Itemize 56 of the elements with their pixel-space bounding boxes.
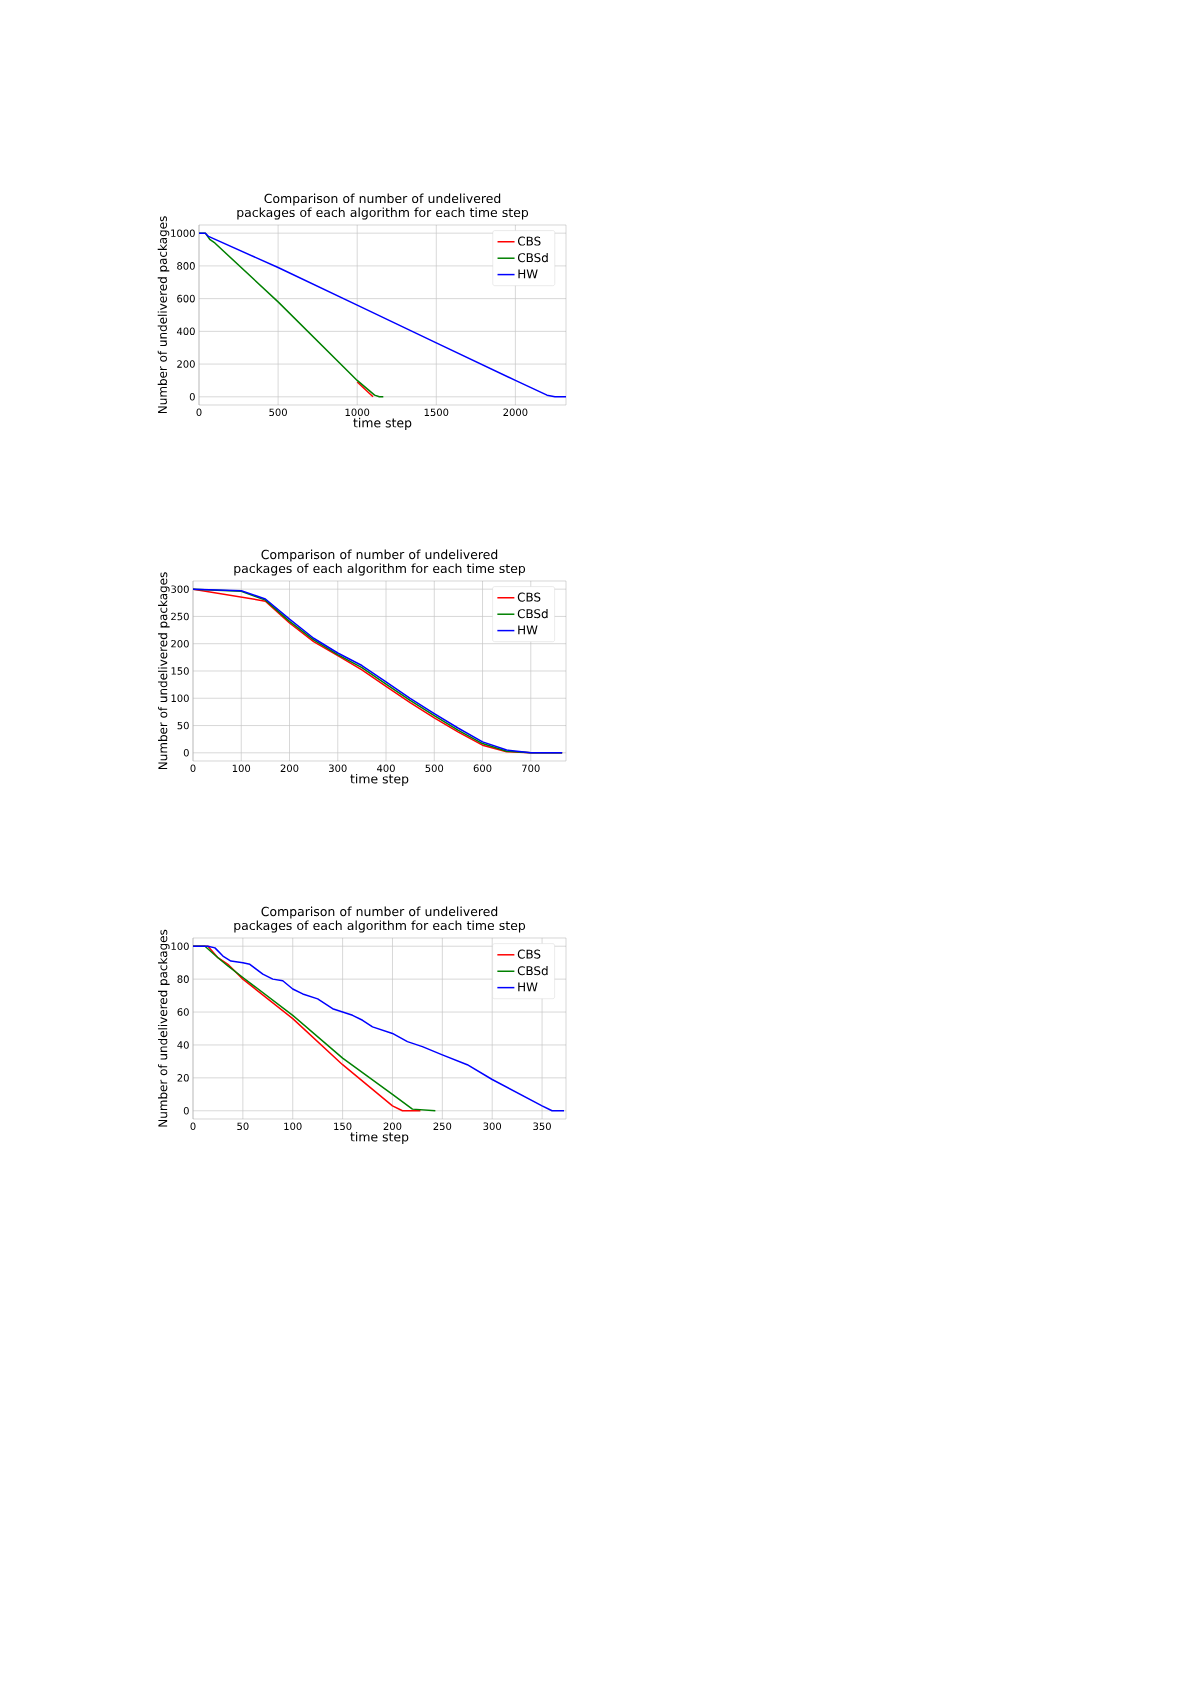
y-axis-title: Number of undelivered packages xyxy=(158,572,170,770)
x-tick-label: 700 xyxy=(522,764,540,773)
x-axis-title: time step xyxy=(350,1131,409,1144)
x-tick-label: 500 xyxy=(269,408,287,417)
x-tick-label: 500 xyxy=(425,764,444,773)
x-axis-title: time step xyxy=(350,773,409,786)
y-tick-label: 600 xyxy=(177,294,195,303)
x-axis-title: time step xyxy=(353,417,412,430)
x-tick-label: 300 xyxy=(483,1122,502,1131)
x-tick-label: 150 xyxy=(334,1122,352,1131)
y-tick-label: 200 xyxy=(177,360,195,368)
y-tick-label: 1000 xyxy=(171,229,195,237)
x-tick-label: 1000 xyxy=(345,408,370,417)
y-tick-label: 0 xyxy=(189,393,195,401)
legend-label: CBSd xyxy=(517,965,548,976)
x-tick-label: 0 xyxy=(196,408,202,417)
x-tick-label: 50 xyxy=(237,1122,249,1131)
x-tick-label: 400 xyxy=(377,764,395,773)
y-tick-label: 0 xyxy=(183,1106,189,1115)
y-tick-label: 60 xyxy=(177,1008,189,1016)
legend-label: CBSd xyxy=(517,252,548,263)
y-tick-label: 40 xyxy=(177,1041,189,1049)
x-tick-label: 350 xyxy=(533,1122,551,1131)
chart-title: Comparison of number of undelivered packages of each algorithm for each time step xyxy=(234,549,526,576)
chart-title: Comparison of number of undelivered packages of each algorithm for each time step xyxy=(237,193,529,220)
chart-title: Comparison of number of undelivered packages of each algorithm for each time step xyxy=(234,906,526,933)
legend-label: HW xyxy=(518,982,538,992)
x-tick-label: 100 xyxy=(284,1122,302,1131)
legend-label: HW xyxy=(518,625,538,635)
y-tick-label: 250 xyxy=(171,612,189,621)
x-tick-label: 200 xyxy=(280,764,299,773)
y-tick-label: 200 xyxy=(171,639,189,648)
x-tick-label: 2000 xyxy=(503,408,528,417)
x-tick-label: 250 xyxy=(433,1122,452,1131)
legend-label: CBSd xyxy=(517,608,548,619)
y-tick-label: 50 xyxy=(177,721,189,730)
legend-label: CBS xyxy=(517,592,541,602)
legend-label: HW xyxy=(518,269,538,279)
legend-label: CBS xyxy=(517,236,541,246)
x-tick-label: 100 xyxy=(232,764,251,773)
y-tick-label: 100 xyxy=(171,942,189,950)
y-tick-label: 300 xyxy=(171,585,189,593)
y-tick-label: 800 xyxy=(177,262,195,270)
x-tick-label: 1500 xyxy=(424,408,449,417)
y-tick-label: 0 xyxy=(183,749,189,757)
y-tick-label: 80 xyxy=(177,975,189,983)
x-tick-label: 600 xyxy=(473,764,492,773)
y-tick-label: 400 xyxy=(176,327,195,336)
x-tick-label: 200 xyxy=(383,1122,402,1131)
legend-label: CBS xyxy=(517,949,541,959)
x-tick-label: 300 xyxy=(329,764,347,773)
y-axis-title: Number of undelivered packages xyxy=(158,929,170,1127)
y-tick-label: 20 xyxy=(177,1074,189,1082)
y-tick-label: 150 xyxy=(171,667,189,675)
y-axis-title: Number of undelivered packages xyxy=(157,216,170,414)
y-tick-label: 100 xyxy=(171,694,189,703)
